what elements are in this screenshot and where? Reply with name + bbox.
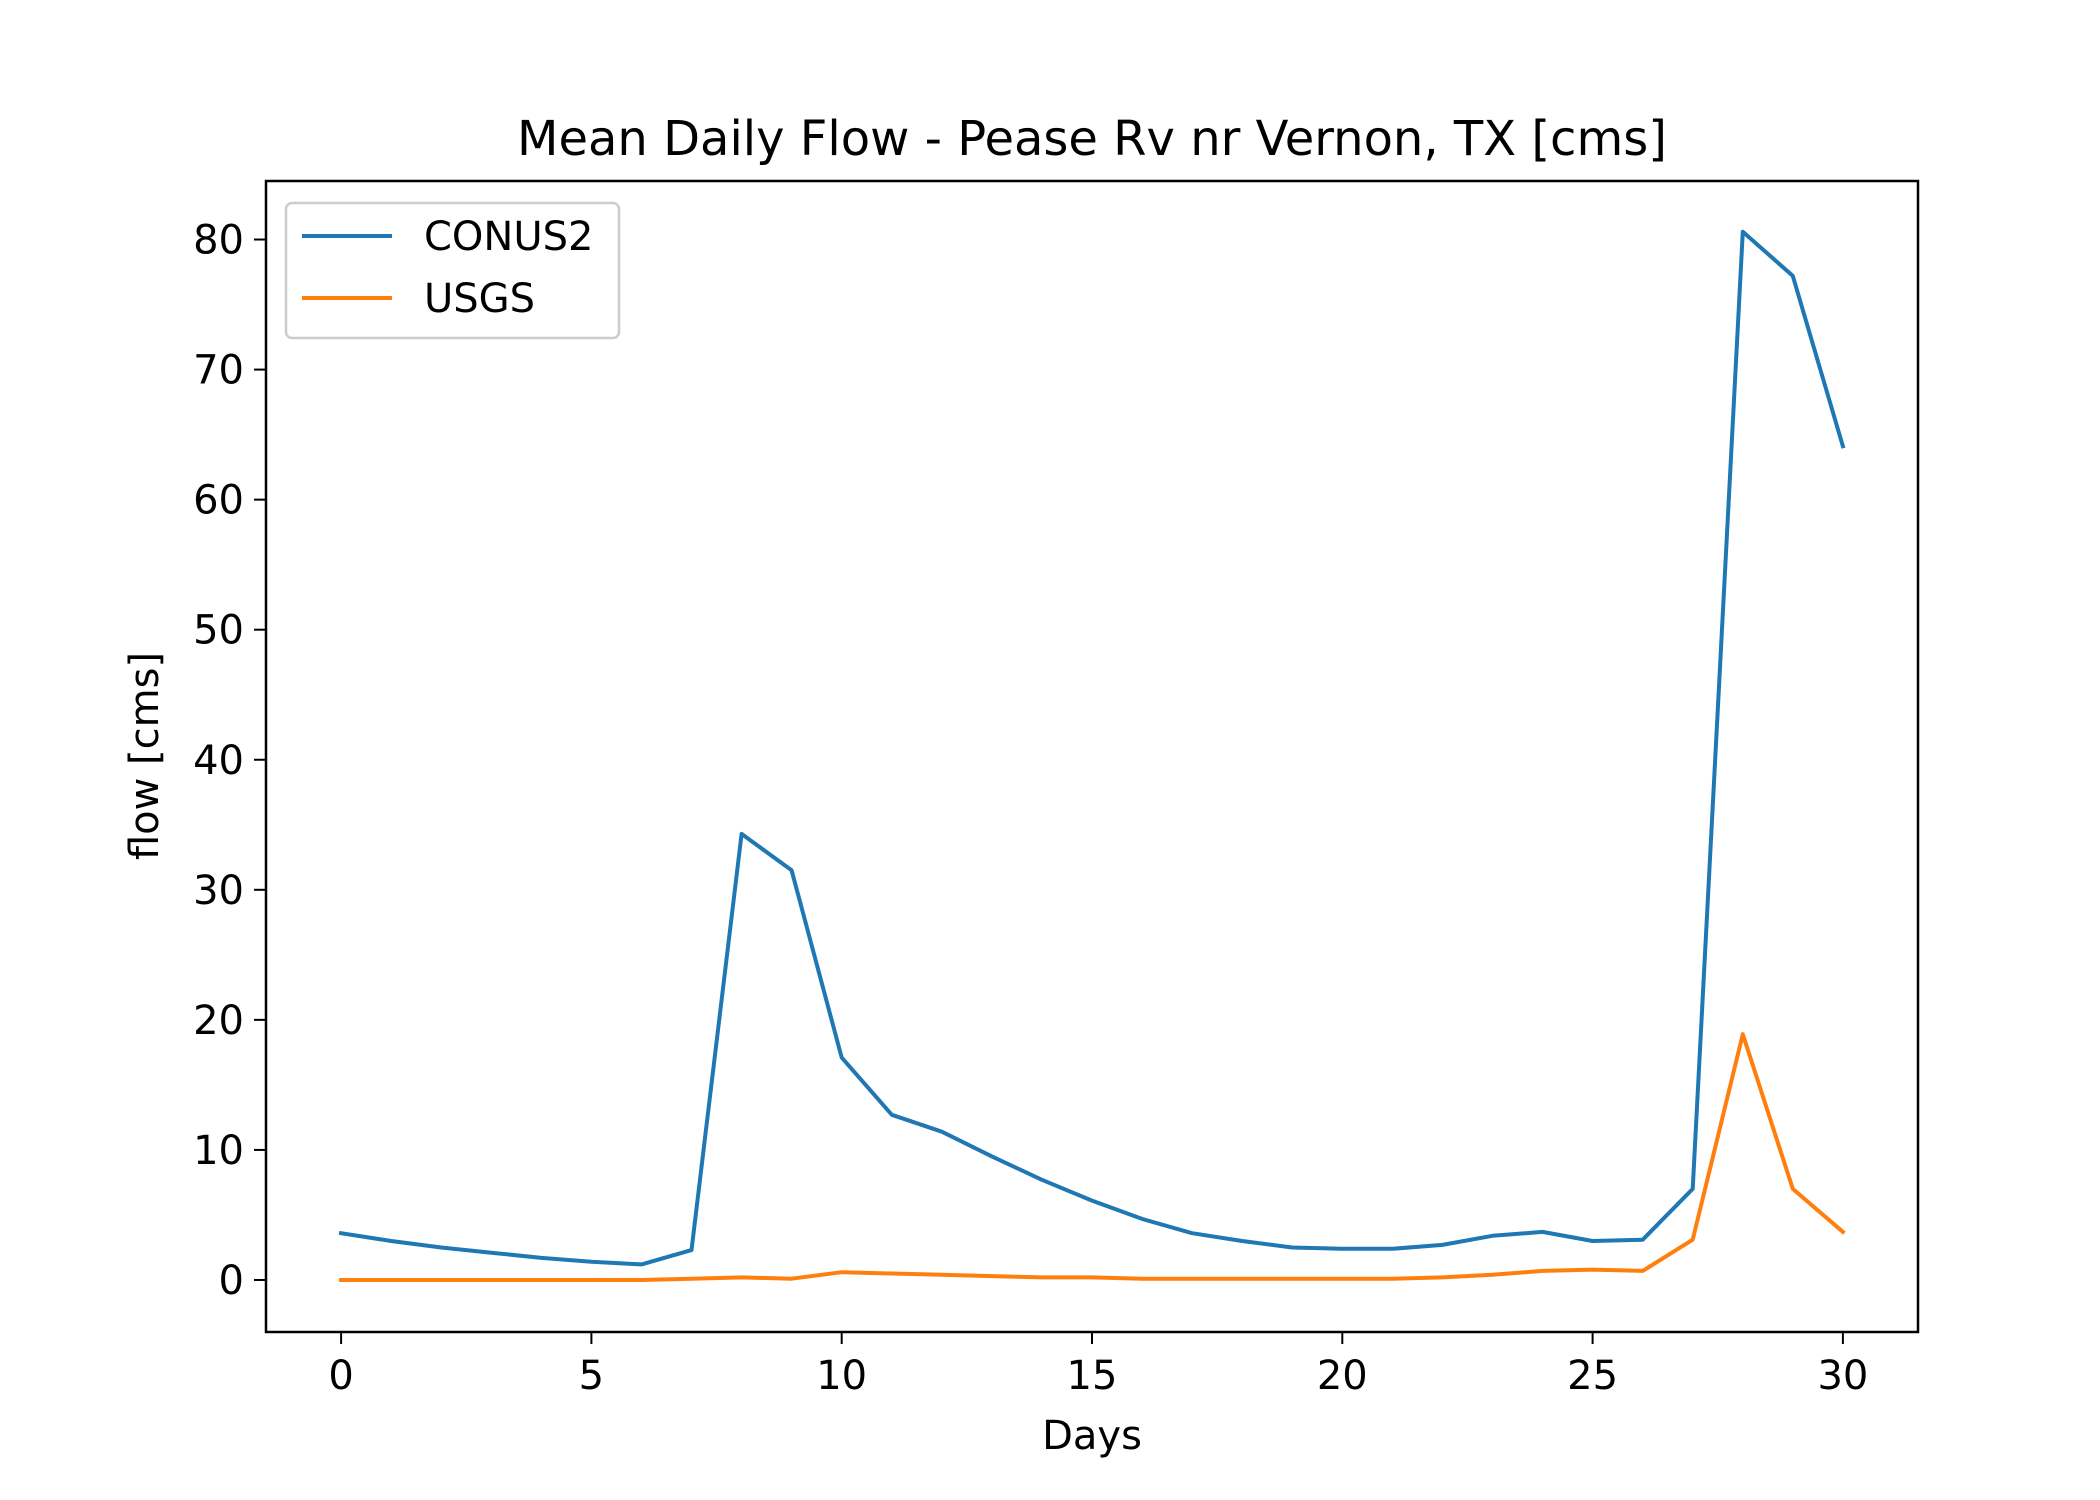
x-tick-label: 25	[1567, 1353, 1618, 1399]
series-line-usgs	[339, 1032, 1846, 1282]
y-tick-label: 0	[219, 1258, 244, 1304]
y-axis-title: flow [cms]	[122, 652, 168, 860]
y-tick-label: 40	[193, 738, 244, 784]
y-tick-label: 60	[193, 478, 244, 524]
y-axis: 0 10 20 30 40 50 60 70 80	[193, 218, 266, 1304]
x-tick-label: 10	[816, 1353, 867, 1399]
x-tick-label: 0	[328, 1353, 353, 1399]
y-tick-label: 70	[193, 348, 244, 394]
y-tick-label: 30	[193, 868, 244, 914]
x-axis-title: Days	[1042, 1413, 1142, 1459]
y-tick-label: 80	[193, 218, 244, 264]
series-layer	[338, 229, 1846, 1282]
y-tick-label: 50	[193, 608, 244, 654]
x-tick-label: 30	[1817, 1353, 1868, 1399]
series-line-conus2	[338, 229, 1846, 1267]
plot-area	[266, 181, 1918, 1332]
chart-title: Mean Daily Flow - Pease Rv nr Vernon, TX…	[517, 111, 1667, 167]
x-axis: 0 5 10 15 20 25 30	[328, 1332, 1868, 1399]
y-tick-label: 10	[193, 1128, 244, 1174]
x-tick-label: 20	[1317, 1353, 1368, 1399]
x-tick-label: 5	[579, 1353, 604, 1399]
legend-label-usgs: USGS	[424, 276, 535, 322]
legend-label-conus2: CONUS2	[424, 214, 593, 260]
x-tick-label: 15	[1067, 1353, 1118, 1399]
y-tick-label: 20	[193, 998, 244, 1044]
legend: CONUS2 USGS	[284, 201, 621, 340]
